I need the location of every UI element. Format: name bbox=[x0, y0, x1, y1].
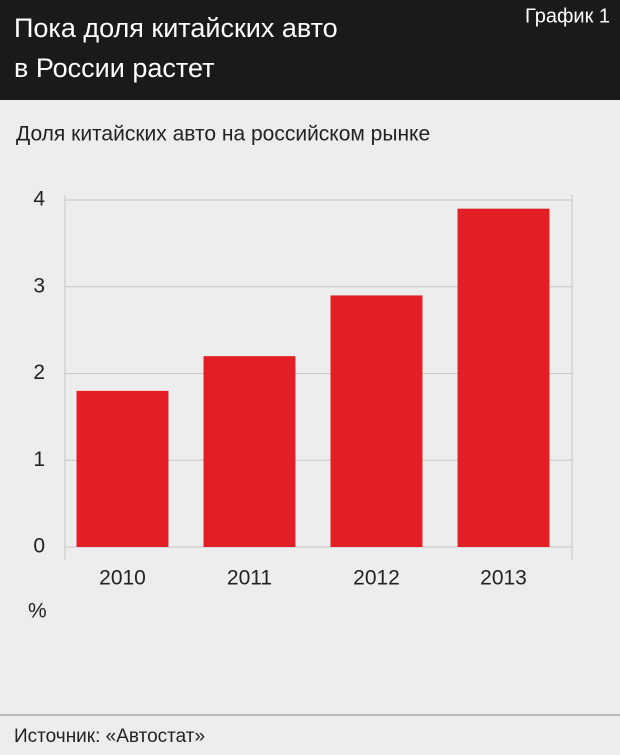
chart-title: в России растет bbox=[14, 53, 214, 83]
header bbox=[0, 0, 620, 100]
x-tick-label: 2010 bbox=[99, 567, 146, 590]
y-tick-label: 4 bbox=[33, 188, 45, 211]
y-tick-label: 2 bbox=[33, 361, 45, 384]
bar bbox=[76, 390, 169, 547]
chart-title: Пока доля китайских авто bbox=[14, 13, 338, 43]
bar bbox=[457, 208, 550, 548]
x-tick-label: 2012 bbox=[353, 567, 400, 590]
bar bbox=[330, 295, 423, 547]
source: Источник: «Автостат» bbox=[14, 726, 205, 747]
chart-subtitle: Доля китайских авто на российском рынке bbox=[16, 123, 430, 146]
bar bbox=[203, 356, 296, 547]
y-tick-label: 0 bbox=[33, 535, 45, 558]
y-tick-label: 1 bbox=[33, 448, 45, 471]
x-tick-label: 2011 bbox=[227, 567, 272, 590]
chart-label: График 1 bbox=[525, 5, 610, 27]
y-axis-label: % bbox=[28, 600, 47, 623]
y-tick-label: 3 bbox=[33, 274, 45, 297]
x-tick-label: 2013 bbox=[480, 567, 527, 590]
